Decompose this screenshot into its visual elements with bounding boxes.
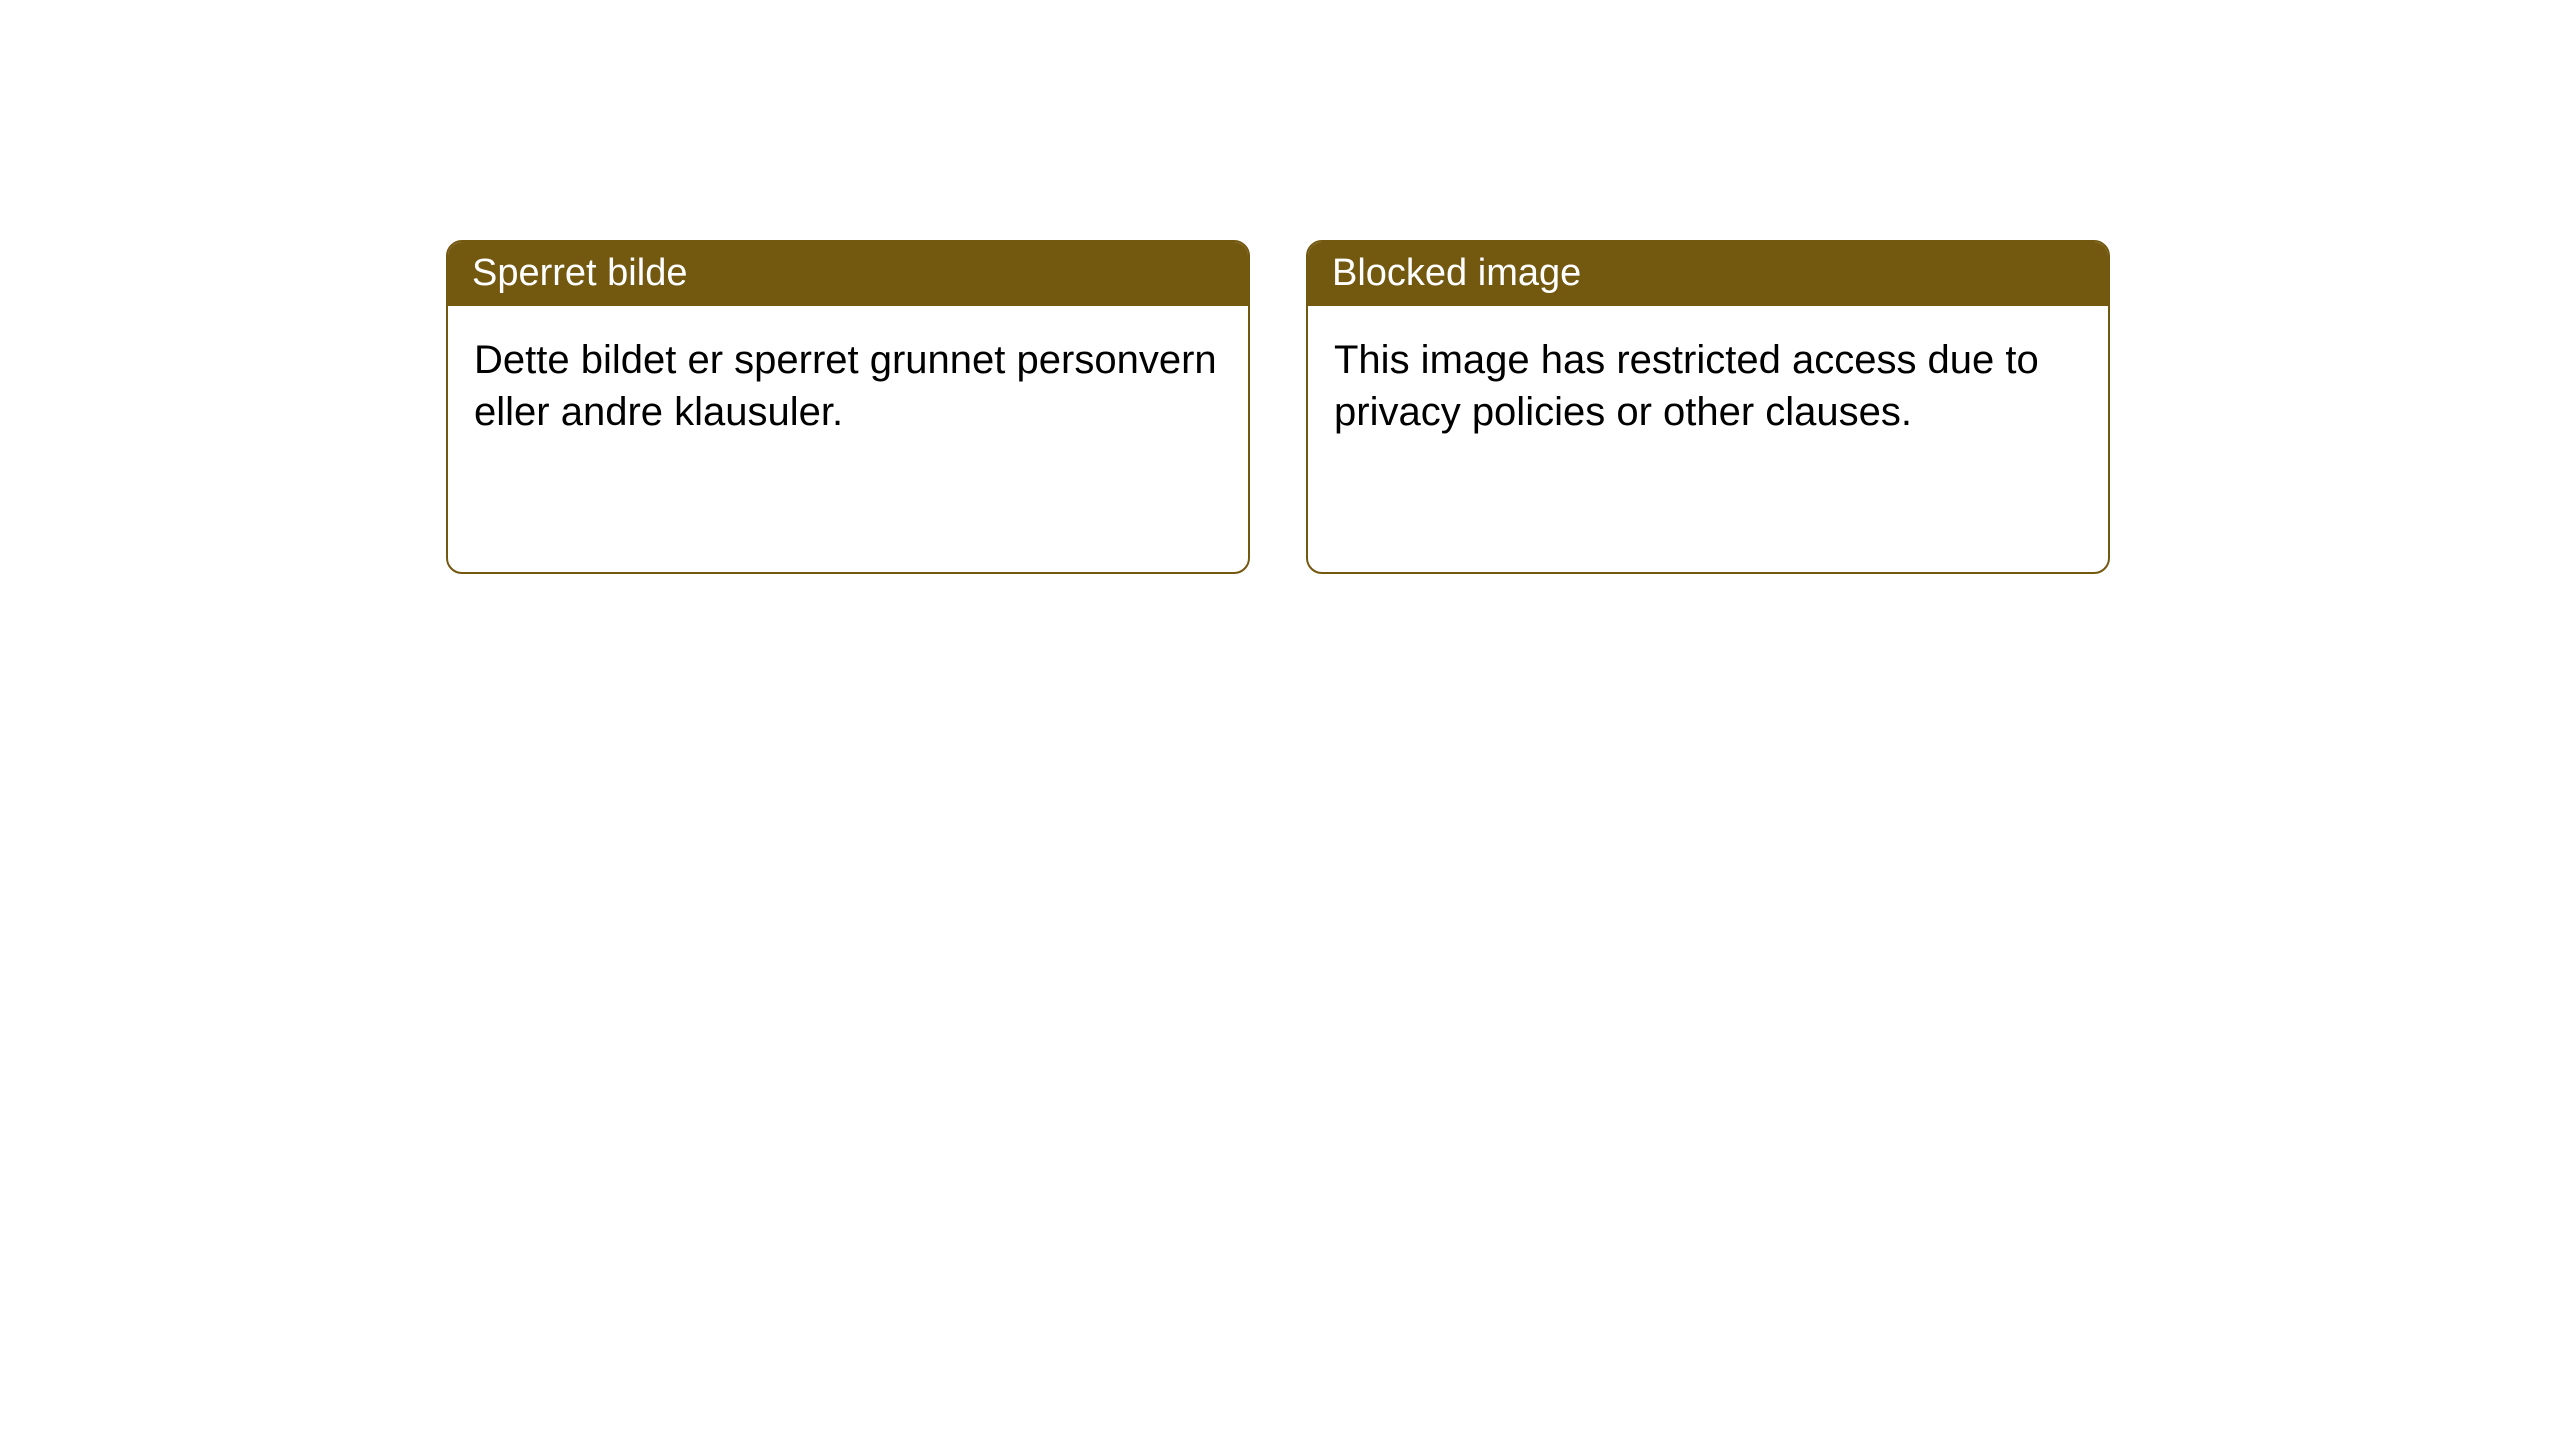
blocked-image-card-no: Sperret bilde Dette bildet er sperret gr… [446, 240, 1250, 574]
card-body-no: Dette bildet er sperret grunnet personve… [448, 306, 1248, 466]
card-body-en: This image has restricted access due to … [1308, 306, 2108, 466]
card-title-en: Blocked image [1308, 242, 2108, 306]
card-title-no: Sperret bilde [448, 242, 1248, 306]
notice-container: Sperret bilde Dette bildet er sperret gr… [0, 0, 2560, 574]
blocked-image-card-en: Blocked image This image has restricted … [1306, 240, 2110, 574]
